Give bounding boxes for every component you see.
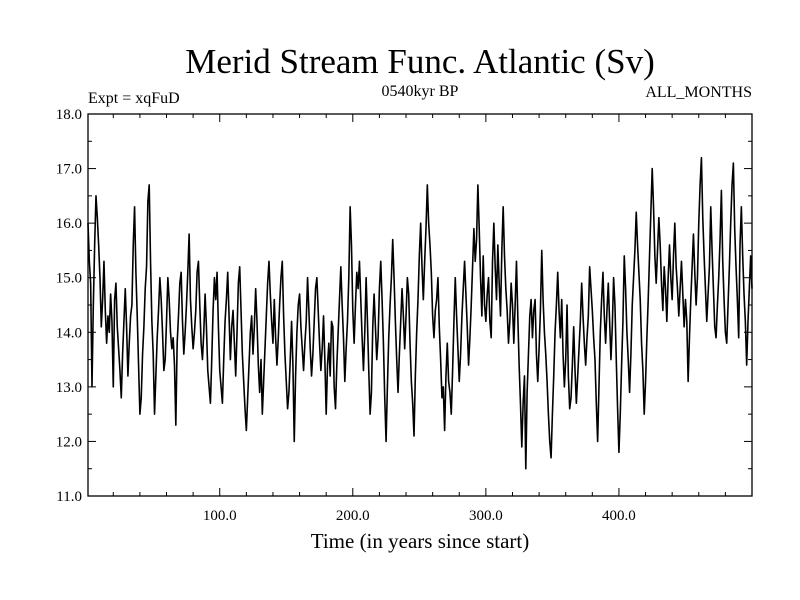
y-tick-label: 11.0 — [56, 489, 82, 505]
x-tick-label: 400.0 — [602, 508, 636, 524]
chart-title: Merid Stream Func. Atlantic (Sv) — [185, 42, 655, 81]
x-axis-label: Time (in years since start) — [311, 529, 530, 553]
x-tick-label: 100.0 — [203, 508, 237, 524]
y-tick-label: 17.0 — [56, 162, 82, 178]
experiment-label: Expt = xqFuD — [88, 90, 180, 107]
series-line-0 — [87, 156, 753, 470]
x-tick-label: 200.0 — [336, 508, 370, 524]
x-tick-label: 300.0 — [469, 508, 503, 524]
y-tick-label: 16.0 — [56, 216, 82, 232]
y-tick-label: 12.0 — [56, 434, 82, 450]
months-label: ALL_MONTHS — [645, 84, 752, 101]
y-tick-label: 15.0 — [56, 271, 82, 287]
y-tick-label: 13.0 — [56, 380, 82, 396]
period-label: 0540kyr BP — [382, 83, 459, 100]
y-tick-label: 18.0 — [56, 107, 82, 123]
y-tick-label: 14.0 — [56, 325, 82, 341]
